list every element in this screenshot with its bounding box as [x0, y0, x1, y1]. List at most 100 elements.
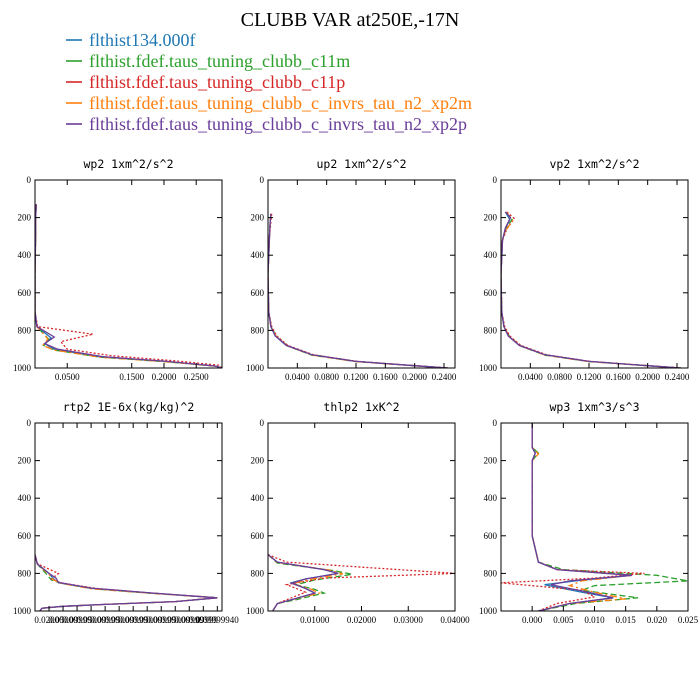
y-tick-label: 400	[484, 493, 498, 503]
plot-frame	[34, 179, 223, 369]
y-tick-label: 0	[493, 175, 498, 185]
x-tick-label: 0.0800	[547, 372, 572, 382]
x-tick-label: 0.02000	[347, 615, 377, 625]
y-tick-label: 800	[18, 568, 32, 578]
y-tick-label: 0	[260, 175, 265, 185]
x-tick-label: 0.2000	[635, 372, 660, 382]
panel-title: thlp2 1xK^2	[323, 400, 399, 414]
y-tick-label: 800	[251, 568, 265, 578]
x-tick-label: 0.09999940	[196, 615, 239, 625]
series-line	[268, 553, 455, 611]
series-line	[531, 423, 632, 611]
legend-entry: flthist.fdef.taus_tuning_clubb_c_invrs_t…	[89, 114, 467, 134]
x-tick-label: 0.09999	[147, 615, 177, 625]
x-tick-label: 0.09999	[62, 615, 92, 625]
x-tick-label: 0.05000	[133, 615, 163, 625]
x-tick-label: 0.05000	[48, 615, 78, 625]
y-tick-label: 200	[251, 456, 265, 466]
y-tick-label: 600	[484, 288, 498, 298]
x-tick-label: 0.1600	[373, 372, 398, 382]
plot-frame	[500, 179, 689, 369]
x-tick-label: 0.0500	[55, 372, 80, 382]
x-tick-label: 0.1600	[606, 372, 631, 382]
panel-title: up2 1xm^2/s^2	[316, 157, 406, 171]
x-tick-label: 0.0400	[518, 372, 543, 382]
x-tick-label: 0.000	[522, 615, 543, 625]
y-tick-label: 0	[493, 418, 498, 428]
x-tick-label: 0.2000	[402, 372, 427, 382]
x-tick-label: 0.025	[678, 615, 699, 625]
panel-title: vp2 1xm^2/s^2	[549, 157, 639, 171]
series-line	[268, 213, 448, 368]
plot-frame	[34, 422, 223, 612]
x-tick-label: 0.015	[616, 615, 637, 625]
chart-panel: wp2 1xm^2/s^2 0 200 400 600 800 1000 0.0500 0.15…	[13, 157, 223, 382]
y-tick-label: 200	[484, 213, 498, 223]
x-tick-label: 0.1200	[577, 372, 602, 382]
series-line	[35, 204, 222, 368]
series-line	[501, 211, 681, 368]
x-tick-label: 0.0400	[285, 372, 310, 382]
legend-entry: flthist.fdef.taus_tuning_clubb_c11p	[89, 72, 345, 92]
x-tick-label: 0.1500	[119, 372, 144, 382]
y-tick-label: 0	[27, 418, 32, 428]
x-tick-label: 0.1200	[344, 372, 369, 382]
y-tick-label: 1000	[479, 606, 498, 616]
chart-panel: wp3 1xm^3/s^3 0 200 400 600 800 1000 0.000 0.005…	[479, 400, 699, 625]
legend: flthist134.000fflthist.fdef.taus_tuning_…	[66, 30, 472, 134]
y-tick-label: 800	[251, 325, 265, 335]
x-tick-label: 0.010	[584, 615, 605, 625]
y-tick-label: 200	[18, 456, 32, 466]
series-line	[268, 213, 448, 368]
y-tick-label: 400	[251, 493, 265, 503]
y-tick-label: 600	[251, 288, 265, 298]
y-tick-label: 0	[260, 418, 265, 428]
series-line	[268, 213, 448, 368]
y-tick-label: 1000	[246, 363, 265, 373]
x-tick-label: 0.05000	[76, 615, 106, 625]
chart-panel: vp2 1xm^2/s^2 0 200 400 600 800 1000 0.0400 0.08…	[479, 157, 690, 382]
series-line	[501, 211, 681, 368]
y-tick-label: 400	[18, 250, 32, 260]
chart-panel: rtp2 1E-6x(kg/kg)^2 0 200 400 600 800 10000.02…	[13, 400, 239, 625]
series-line	[35, 554, 218, 611]
x-tick-label: 0.09999	[175, 615, 205, 625]
y-tick-label: 600	[18, 288, 32, 298]
series-line	[35, 204, 222, 368]
y-tick-label: 200	[251, 213, 265, 223]
x-tick-label: 0.2500	[184, 372, 209, 382]
series-line	[268, 554, 339, 611]
x-tick-label: 0.020	[647, 615, 668, 625]
series-line	[531, 423, 632, 611]
series-line	[268, 213, 448, 368]
x-tick-label: 0.2400	[665, 372, 690, 382]
y-tick-label: 1000	[13, 606, 32, 616]
panel-title: wp2 1xm^2/s^2	[83, 157, 173, 171]
x-tick-label: 0.03000	[394, 615, 424, 625]
series-line	[531, 423, 688, 611]
chart-panel: up2 1xm^2/s^2 0 200 400 600 800 1000 0.0400 0.08…	[246, 157, 457, 382]
y-tick-label: 1000	[246, 606, 265, 616]
x-tick-label: 0.2400	[432, 372, 457, 382]
y-tick-label: 800	[18, 325, 32, 335]
series-line	[501, 211, 681, 368]
y-tick-label: 1000	[479, 363, 498, 373]
series-line	[35, 204, 222, 368]
x-tick-label: 0.01000	[300, 615, 330, 625]
x-tick-label: 0.05000	[161, 615, 191, 625]
series-line	[268, 213, 448, 368]
chart-panels: wp2 1xm^2/s^2 0 200 400 600 800 1000 0.0500 0.15…	[13, 157, 699, 625]
x-tick-label: 0.04000	[440, 615, 470, 625]
x-tick-label: 0.09999	[91, 615, 121, 625]
panel-title: rtp2 1E-6x(kg/kg)^2	[63, 400, 195, 414]
y-tick-label: 600	[251, 531, 265, 541]
legend-entry: flthist.fdef.taus_tuning_clubb_c_invrs_t…	[89, 93, 472, 113]
series-line	[35, 204, 222, 368]
y-tick-label: 200	[484, 456, 498, 466]
y-tick-label: 0	[27, 175, 32, 185]
x-tick-label: 0.2000	[152, 372, 177, 382]
y-tick-label: 600	[18, 531, 32, 541]
x-tick-label: 0.0800	[314, 372, 339, 382]
y-tick-label: 800	[484, 325, 498, 335]
